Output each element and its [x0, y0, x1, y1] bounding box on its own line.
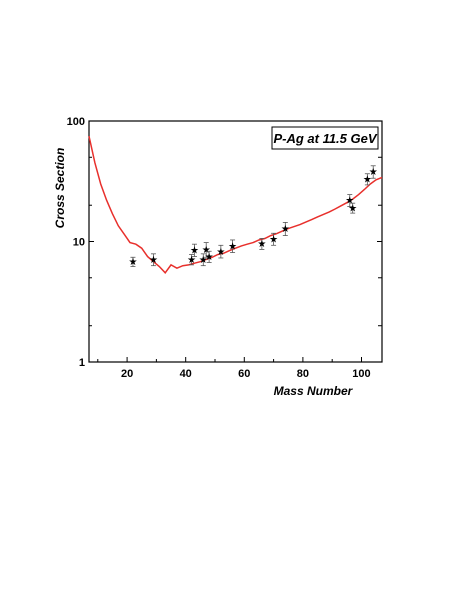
- x-tick-label: 80: [297, 368, 309, 380]
- data-point: ★: [369, 167, 378, 178]
- data-point: ★: [216, 247, 225, 258]
- data-point: ★: [205, 252, 214, 263]
- x-axis-ticks: 20 40 60 80 100: [97, 357, 371, 380]
- y-tick-label: 1: [79, 357, 85, 369]
- data-point: ★: [228, 241, 237, 252]
- legend: P-Ag at 11.5 GeV: [271, 126, 379, 150]
- data-point: ★: [348, 203, 357, 214]
- data-point: ★: [269, 234, 278, 245]
- data-point: ★: [187, 255, 196, 266]
- y-axis-ticks: 1 10 100: [67, 116, 94, 369]
- data-points: ★ ★ ★★★★★ ★ ★ ★ ★★★★★★: [128, 165, 378, 268]
- data-point: ★: [190, 246, 199, 257]
- x-tick-label: 60: [238, 368, 250, 380]
- data-point: ★: [202, 245, 211, 256]
- data-point: ★: [199, 255, 208, 266]
- legend-label: P-Ag at 11.5 GeV: [273, 131, 377, 146]
- x-tick-label: 20: [121, 368, 133, 380]
- data-point: ★: [149, 255, 158, 266]
- y-axis-title: Cross Section: [53, 148, 67, 229]
- x-tick-label: 100: [352, 368, 370, 380]
- data-point: ★: [257, 239, 266, 250]
- x-axis-title: Mass Number: [274, 384, 354, 398]
- x-tick-label: 40: [180, 368, 192, 380]
- model-curve: [88, 135, 383, 274]
- y-tick-label: 10: [73, 237, 85, 249]
- y-tick-label: 100: [67, 116, 85, 128]
- legend-box: [271, 126, 379, 150]
- data-point: ★: [281, 224, 290, 235]
- data-point: ★: [363, 175, 372, 186]
- data-point: ★: [128, 257, 137, 268]
- right-axis-ticks: [377, 120, 382, 363]
- data-point: ★: [345, 196, 354, 207]
